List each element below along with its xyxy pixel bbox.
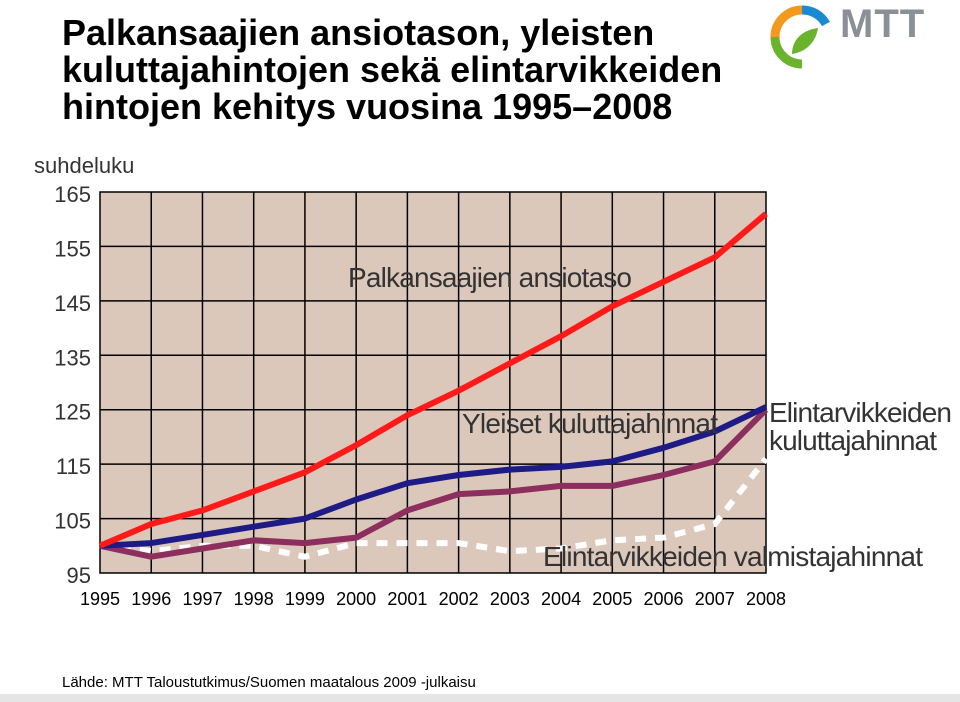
x-tick-label: 1997 [182,589,222,609]
chart-title: Palkansaajien ansiotason, yleisten kulut… [62,12,723,127]
plot-area [99,191,767,574]
label-elintarvikkeiden-valmistajahinnat: Elintarvikkeiden valmistajahinnat [543,541,923,572]
mtt-logo: MTT [762,2,942,70]
x-tick-label: 1995 [80,589,120,609]
label-palkansaajien-ansiotaso: Palkansaajien ansiotaso [348,262,632,293]
y-tick-label: 125 [54,400,91,425]
series-line [98,211,768,549]
logo-blue-arc [801,5,830,27]
series-line [99,404,768,549]
label-elintarvikkeiden-kuluttajahinnat-line2: kuluttajahinnat [769,425,937,456]
x-tick-label: 2001 [387,589,427,609]
y-tick-label: 155 [54,236,91,261]
y-axis-ticks: 95 105 115 125 135 145 155 165 [54,182,91,588]
x-tick-label: 2008 [746,589,786,609]
series-labels: Palkansaajien ansiotaso Yleiset kuluttaja… [348,262,952,572]
x-tick-label: 2007 [695,589,735,609]
label-yleiset-kuluttajahinnat: Yleiset kuluttajahinnat [462,408,718,439]
logo-green-arc [770,36,803,69]
x-axis-ticks: 1995 1996 1997 1998 1999 2000 2001 2002 2003 2004… [80,589,786,609]
x-tick-label: 2006 [644,589,684,609]
series-lines [98,211,769,560]
logo-text: MTT [840,2,926,46]
y-tick-label: 145 [54,291,91,316]
logo-leaf [792,28,818,54]
logo-orange-arc [770,5,803,38]
series-line [99,407,769,560]
mtt-logo-emblem [770,5,830,69]
y-tick-label: 135 [54,345,91,370]
y-tick-label: 105 [54,509,91,534]
y-axis-label: suhdeluku [34,153,134,178]
x-tick-label: 2005 [592,589,632,609]
y-tick-label: 95 [67,563,91,588]
x-tick-label: 1999 [285,589,325,609]
x-tick-label: 2002 [439,589,479,609]
x-tick-label: 1996 [131,589,171,609]
footer-bar [0,694,960,702]
x-tick-label: 2004 [541,589,581,609]
label-elintarvikkeiden-kuluttajahinnat-line1: Elintarvikkeiden [769,397,952,428]
y-tick-label: 115 [56,454,91,479]
source-note: Lähde: MTT Taloustutkimus/Suomen maatalo… [62,674,476,691]
x-tick-label: 1998 [234,589,274,609]
x-tick-label: 2000 [336,589,376,609]
x-tick-label: 2003 [490,589,530,609]
y-tick-label: 165 [54,182,91,207]
